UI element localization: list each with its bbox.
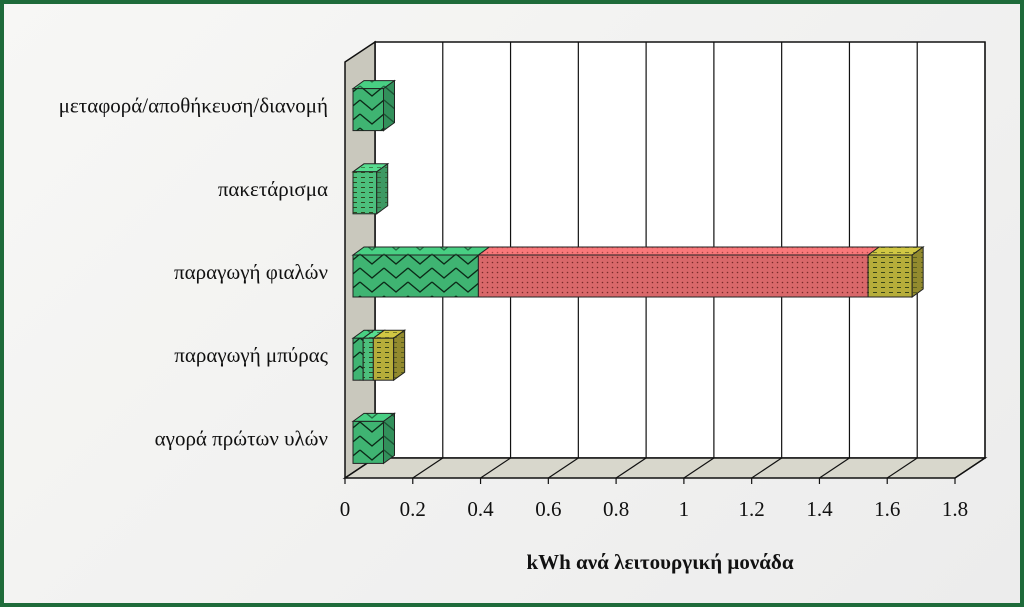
floor-gridline [548,457,579,479]
bar-segment [371,329,407,382]
category-label: πακετάρισμα [218,177,328,201]
floor-gridline [886,457,918,479]
category-labels: μεταφορά/αποθήκευση/διανομή πακετάρισμα πα… [59,94,329,451]
bar-segment [476,246,881,298]
category-label: αγορά πρώτων υλών [155,426,328,450]
bar-segment [361,329,386,381]
floor-gridline [615,457,647,479]
floor-gridline [683,457,715,479]
x-tick-label: 0 [340,497,351,521]
x-tick-label: 0.6 [535,497,561,521]
x-tick-label: 1 [679,497,690,521]
floor-gridline [751,457,782,479]
floor-gridline [480,457,511,479]
floor-gridline [412,457,444,479]
x-tick-label: 0.8 [603,497,629,521]
category-label: παραγωγή φιαλών [174,260,328,284]
category-label: παραγωγή μπύρας [174,343,328,367]
x-tick-label: 1.4 [806,497,833,521]
x-tick-label: 1.2 [739,497,765,521]
floor-gridline [819,457,850,479]
x-tick-label: 0.2 [400,497,426,521]
bar-segment [351,79,397,132]
floor [342,457,988,479]
bar-segment [351,246,491,298]
bar-segment [351,412,397,465]
x-tick-label: 0.4 [467,497,494,521]
x-tick-label: 1.6 [874,497,900,521]
x-tick-label: 1.8 [942,497,968,521]
bar-segment [351,162,390,215]
x-tick-labels: 0 0.2 0.4 0.6 0.8 1 1.2 1.4 1.6 1.8 [340,478,968,521]
bar-segment [866,246,925,298]
bars [351,79,925,465]
x-axis-title: kWh ανά λειτουργική μονάδα [526,550,793,574]
floor-gridline [954,457,986,479]
category-label: μεταφορά/αποθήκευση/διανομή [59,94,328,118]
